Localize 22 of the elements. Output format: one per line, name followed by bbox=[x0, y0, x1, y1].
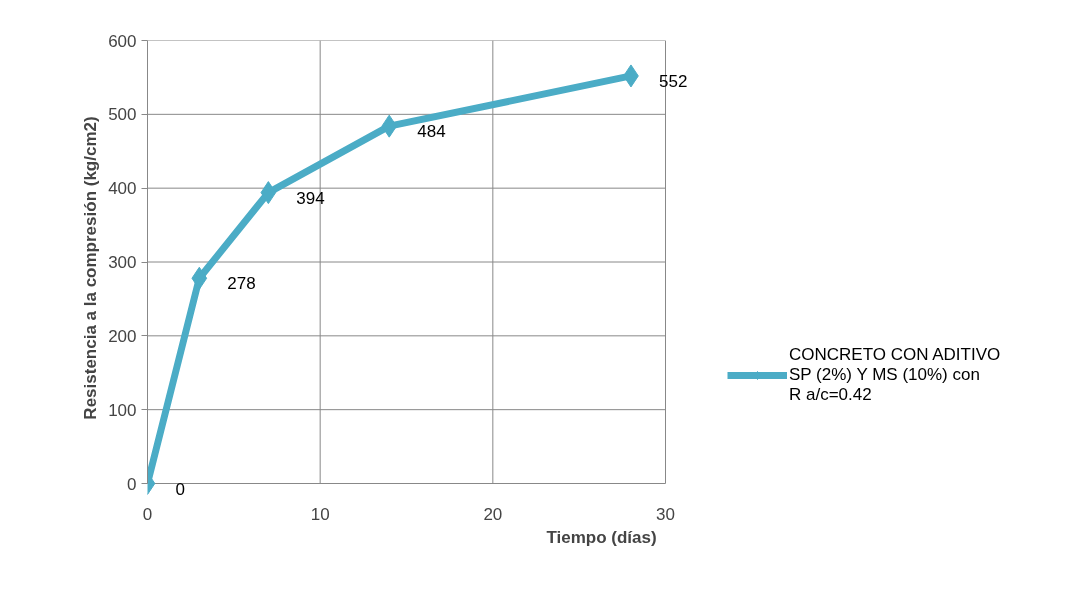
data-label: 552 bbox=[658, 71, 688, 91]
x-tick-label: 30 bbox=[656, 504, 675, 524]
point bbox=[191, 266, 208, 290]
y-tick-label: 200 bbox=[108, 326, 137, 346]
data-label: 0 bbox=[175, 479, 185, 499]
data-label: 394 bbox=[296, 188, 325, 208]
y-tick-label: 300 bbox=[108, 253, 137, 272]
y-tick-label: 400 bbox=[108, 179, 137, 199]
point bbox=[381, 114, 398, 138]
y-tick-label: 100 bbox=[108, 400, 137, 420]
x-axis-title: Tiempo (días) bbox=[546, 527, 657, 547]
data-label: 484 bbox=[417, 122, 446, 142]
x-tick-label: 10 bbox=[310, 504, 330, 524]
y-axis-title: Resistencia a la compresión (kg/cm2) bbox=[81, 116, 101, 420]
point bbox=[260, 181, 277, 205]
legend-label: CONCRETO CON ADITIVO SP (2%) Y MS (10%) con R a/c=0.42 bbox=[789, 345, 1001, 405]
data-label: 278 bbox=[227, 274, 256, 294]
x-tick-label: 20 bbox=[483, 504, 503, 524]
y-tick-label: 500 bbox=[108, 105, 137, 125]
y-tick-label: 600 bbox=[108, 31, 137, 51]
x-tick-label: 0 bbox=[142, 504, 153, 524]
y-tick-label: 0 bbox=[127, 474, 137, 494]
